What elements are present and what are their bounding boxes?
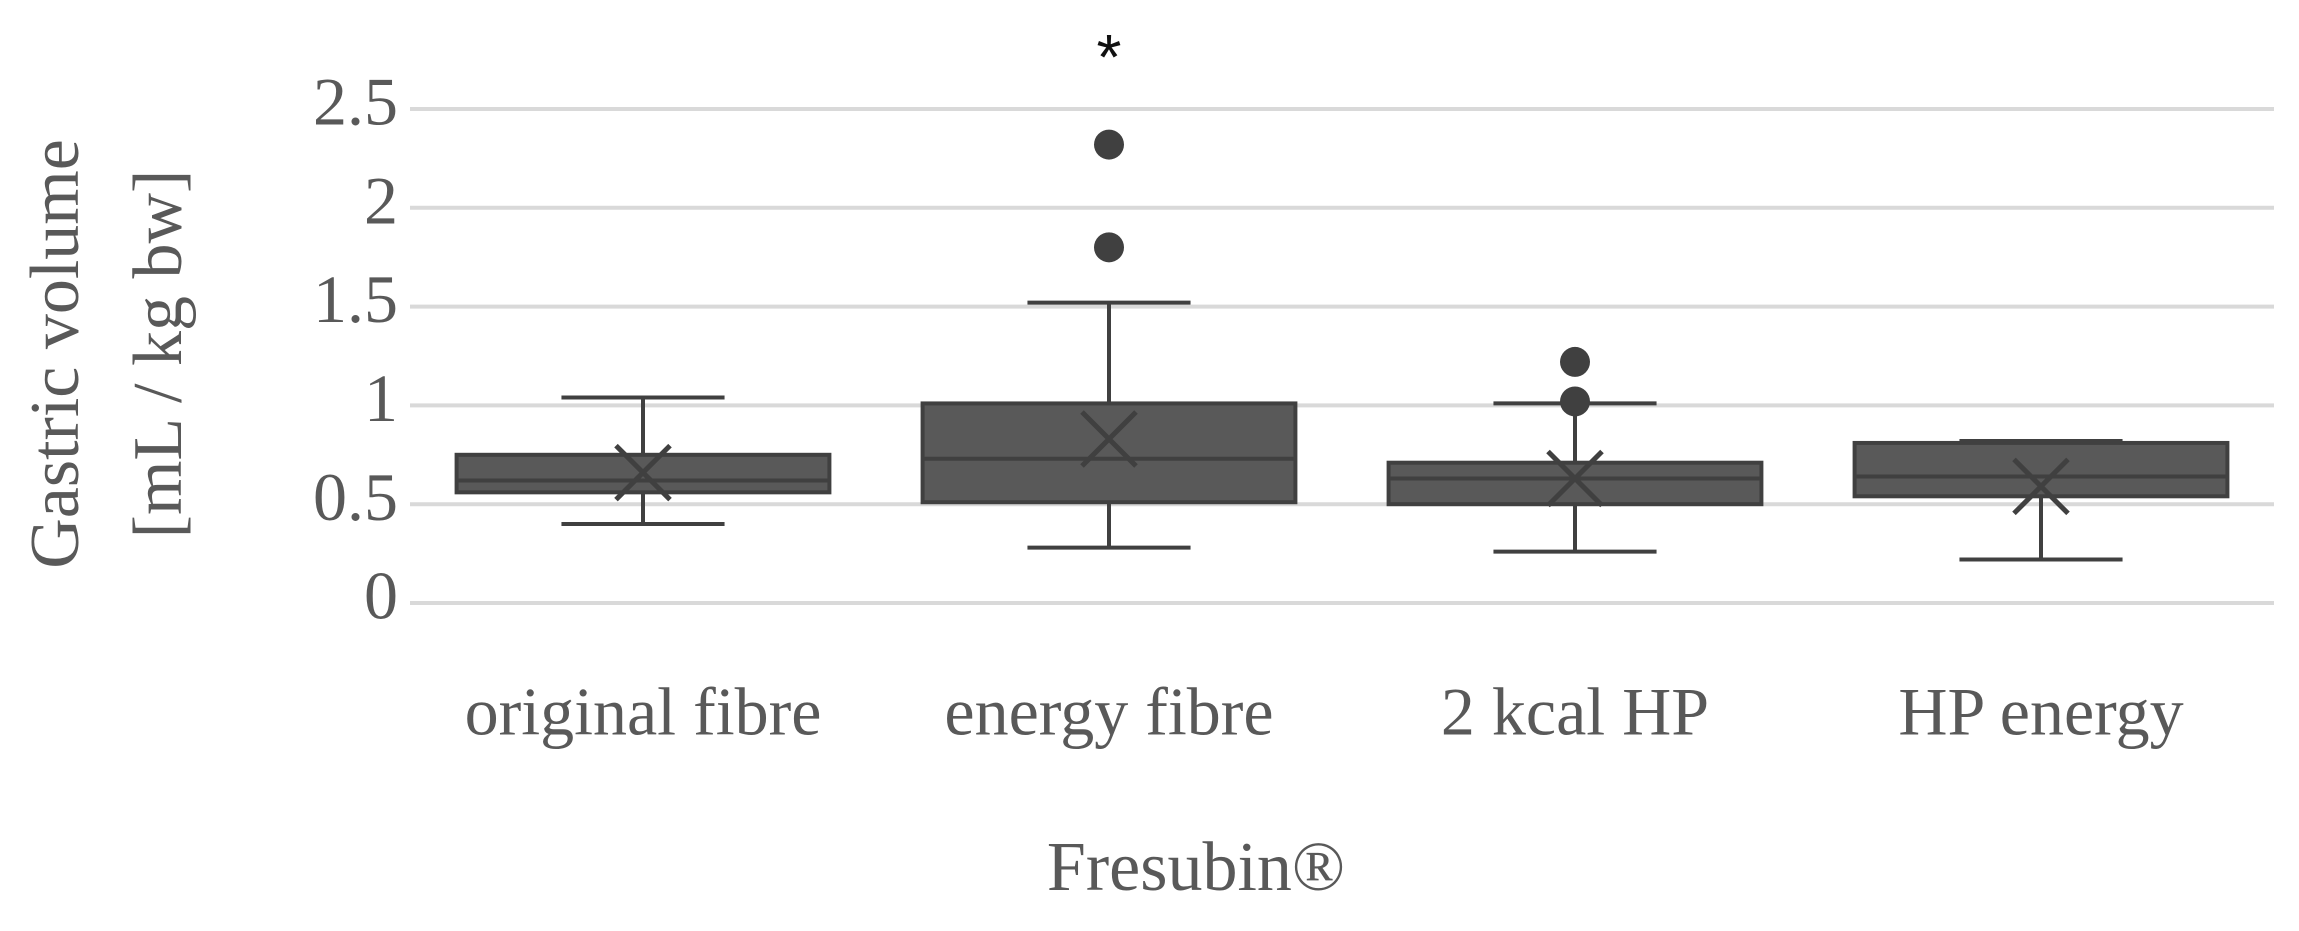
mean-marker — [614, 443, 672, 502]
y-axis-title: Gastric volume — [17, 139, 94, 569]
x-tick-label: energy fibre — [944, 674, 1273, 750]
y-axis-title: [mL / kg bw] — [120, 170, 197, 539]
box — [920, 401, 1298, 505]
x-tick-label: HP energy — [1898, 674, 2183, 750]
outlier — [1560, 386, 1590, 417]
y-tick-label: 1 — [364, 360, 398, 436]
y-tick-label: 0 — [364, 558, 398, 634]
x-tick-label: 2 kcal HP — [1441, 674, 1709, 750]
outlier — [1094, 129, 1124, 160]
y-tick-label: 2.5 — [313, 64, 398, 140]
x-axis-title: Fresubin® — [1047, 829, 1345, 906]
mean-marker — [2012, 457, 2070, 516]
y-tick-label: 0.5 — [313, 459, 398, 535]
outlier — [1094, 232, 1124, 263]
x-tick-label: original fibre — [465, 674, 822, 750]
y-tick-label: 2 — [364, 162, 398, 238]
y-tick-label: 1.5 — [313, 261, 398, 337]
mean-marker — [1080, 410, 1138, 468]
annotation: * — [1097, 21, 1122, 93]
box — [1386, 460, 1764, 507]
mean-marker — [1546, 449, 1604, 508]
outlier — [1560, 346, 1590, 377]
